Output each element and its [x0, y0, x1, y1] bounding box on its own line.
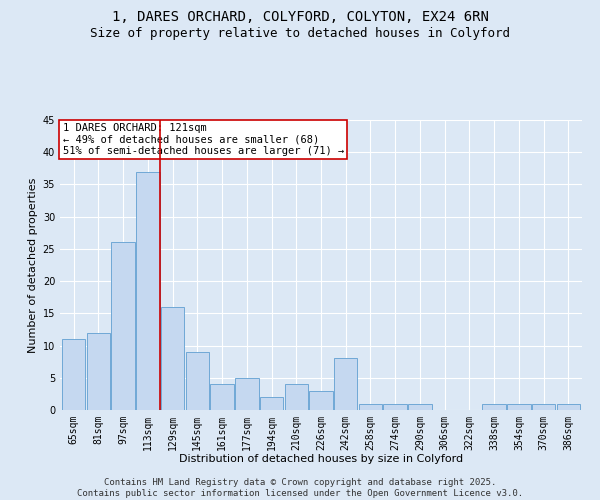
Bar: [359, 404, 382, 410]
Text: 1, DARES ORCHARD, COLYFORD, COLYTON, EX24 6RN: 1, DARES ORCHARD, COLYFORD, COLYTON, EX2…: [112, 10, 488, 24]
Bar: [532, 404, 556, 410]
Bar: [284, 384, 308, 410]
Bar: [86, 332, 110, 410]
Bar: [62, 339, 85, 410]
Bar: [112, 242, 135, 410]
Bar: [185, 352, 209, 410]
Text: Size of property relative to detached houses in Colyford: Size of property relative to detached ho…: [90, 28, 510, 40]
Text: 1 DARES ORCHARD: 121sqm
← 49% of detached houses are smaller (68)
51% of semi-de: 1 DARES ORCHARD: 121sqm ← 49% of detache…: [62, 123, 344, 156]
Bar: [210, 384, 234, 410]
Bar: [482, 404, 506, 410]
Bar: [309, 390, 333, 410]
Bar: [260, 397, 283, 410]
Bar: [383, 404, 407, 410]
Text: Contains HM Land Registry data © Crown copyright and database right 2025.
Contai: Contains HM Land Registry data © Crown c…: [77, 478, 523, 498]
X-axis label: Distribution of detached houses by size in Colyford: Distribution of detached houses by size …: [179, 454, 463, 464]
Y-axis label: Number of detached properties: Number of detached properties: [28, 178, 38, 352]
Bar: [507, 404, 530, 410]
Bar: [408, 404, 432, 410]
Bar: [161, 307, 184, 410]
Bar: [557, 404, 580, 410]
Bar: [334, 358, 358, 410]
Bar: [136, 172, 160, 410]
Bar: [235, 378, 259, 410]
